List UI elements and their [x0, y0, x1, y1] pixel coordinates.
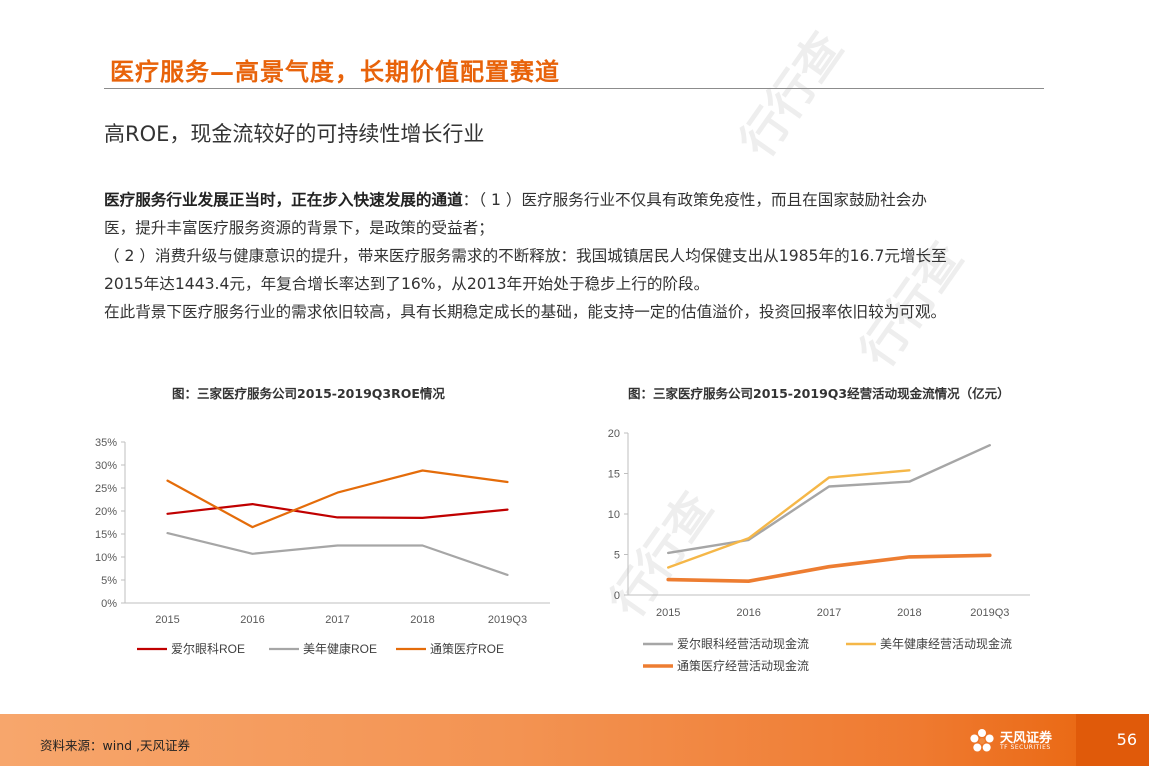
legend-label: 美年健康ROE	[303, 641, 377, 656]
paragraph-1-rest: ：（ 1 ）医疗服务行业不仅具有政策免疫性，而且在国家鼓励社会办	[462, 191, 927, 209]
legend-label: 爱尔眼科经营活动现金流	[677, 636, 809, 651]
roe-chart: 0% 5% 10% 15% 20% 25% 30% 35% 2015 2016 2017 2018 20…	[95, 437, 550, 656]
y-tick-label: 20%	[95, 506, 117, 518]
paragraph-1-bold: 医疗服务行业发展正当时，正在步入快速发展的通道	[104, 191, 463, 209]
footer-bar: 资料来源：wind ,天风证券 天风证券 TF SECURITIES 56	[0, 714, 1149, 766]
paragraph-2-line1: （ 2 ）消费升级与健康意识的提升，带来医疗服务需求的不断释放：我国城镇居民人均…	[104, 247, 947, 265]
series-line-2	[666, 469, 911, 569]
x-tick-label: 2019Q3	[970, 607, 1009, 619]
x-tick-label: 2019Q3	[488, 614, 527, 626]
cashflow-chart-title: 图：三家医疗服务公司2015-2019Q3经营活动现金流情况（亿元）	[628, 386, 1010, 401]
series-line-3	[666, 553, 992, 583]
series-line-3	[166, 469, 509, 529]
y-tick-label: 15	[608, 469, 620, 481]
watermark-text: 行行查	[729, 22, 854, 167]
y-tick-label: 5	[614, 550, 620, 562]
y-tick-label: 20	[608, 428, 620, 440]
logo-text: 天风证券	[1000, 731, 1053, 746]
y-tick-label: 10%	[95, 552, 117, 564]
page-number-box: 56	[1076, 714, 1149, 766]
y-tick-label: 15%	[95, 529, 117, 541]
x-tick-label: 2018	[410, 614, 434, 626]
logo-subtext: TF SECURITIES	[1000, 744, 1051, 751]
company-logo: 天风证券 TF SECURITIES	[968, 726, 1056, 756]
flower-icon	[970, 729, 994, 752]
x-tick-label: 2015	[656, 607, 680, 619]
legend-label: 通策医疗经营活动现金流	[677, 658, 809, 673]
x-tick-label: 2017	[817, 607, 841, 619]
y-tick-label: 35%	[95, 437, 117, 449]
y-tick-label: 0	[614, 590, 620, 602]
section-subtitle: 高ROE，现金流较好的可持续性增长行业	[104, 122, 485, 146]
y-tick-label: 30%	[95, 460, 117, 472]
x-tick-label: 2016	[240, 614, 264, 626]
x-tick-label: 2015	[155, 614, 179, 626]
source-note: 资料来源：wind ,天风证券	[40, 738, 191, 753]
paragraph-1: 医疗服务行业发展正当时，正在步入快速发展的通道：（ 1 ）医疗服务行业不仅具有政…	[104, 186, 1094, 214]
y-tick-label: 25%	[95, 483, 117, 495]
y-tick-label: 5%	[101, 575, 117, 587]
x-tick-label: 2018	[897, 607, 921, 619]
cashflow-chart: 0 5 10 15 20 2015 2016 2017 2018 2019Q3 爱尔眼科经营活动现金…	[608, 428, 1030, 673]
roe-chart-title: 图：三家医疗服务公司2015-2019Q3ROE情况	[172, 386, 445, 401]
page-title: 医疗服务—高景气度，长期价值配置赛道	[110, 57, 560, 86]
body-text: 医疗服务行业发展正当时，正在步入快速发展的通道：（ 1 ）医疗服务行业不仅具有政…	[104, 186, 1094, 326]
x-tick-label: 2017	[325, 614, 349, 626]
series-line-2	[166, 531, 509, 576]
x-tick-label: 2016	[736, 607, 760, 619]
series-line-1	[166, 502, 509, 520]
legend-label: 爱尔眼科ROE	[171, 641, 245, 656]
paragraph-3: 在此背景下医疗服务行业的需求依旧较高，具有长期稳定成长的基础，能支持一定的估值溢…	[104, 303, 947, 321]
title-bar: 医疗服务—高景气度，长期价值配置赛道	[104, 44, 1044, 89]
legend-label: 美年健康经营活动现金流	[880, 636, 1012, 651]
paragraph-1-line2: 医，提升丰富医疗服务资源的背景下，是政策的受益者；	[104, 219, 494, 237]
series-line-1	[666, 444, 991, 555]
y-tick-label: 10	[608, 509, 620, 521]
paragraph-2-line2: 2015年达1443.4元，年复合增长率达到了16%，从2013年开始处于稳步上…	[104, 275, 710, 293]
legend-label: 通策医疗ROE	[430, 642, 504, 656]
page-number: 56	[1116, 730, 1137, 749]
y-tick-label: 0%	[101, 598, 117, 610]
